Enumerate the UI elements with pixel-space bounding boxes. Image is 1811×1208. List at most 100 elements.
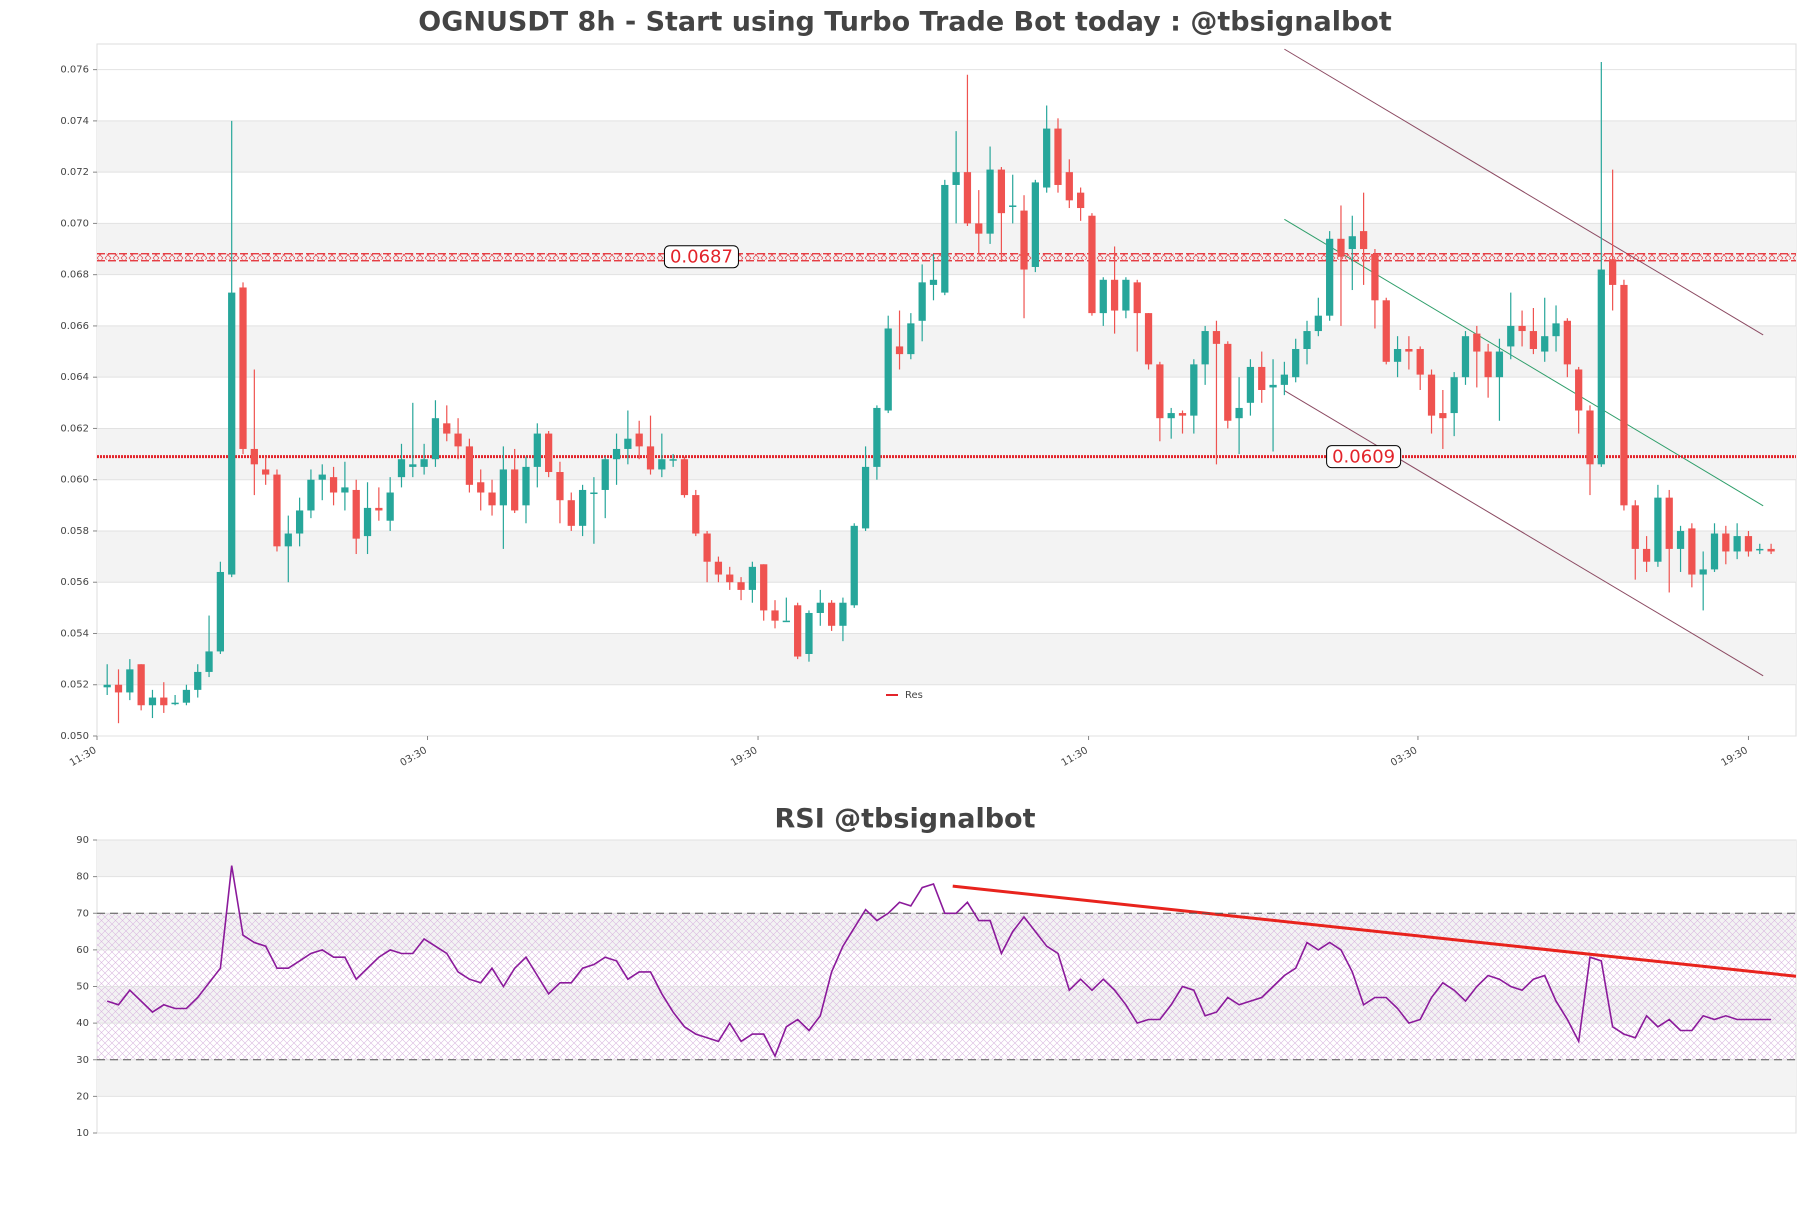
candle-body [1292, 348, 1300, 378]
level-label-box [1326, 445, 1402, 469]
y-tick-label: 10 [76, 1128, 89, 1139]
y-tick-label: 0.060 [60, 475, 89, 486]
candle-body [952, 172, 960, 185]
candle-body [635, 433, 643, 447]
candle-body [1337, 238, 1345, 257]
candle-body [148, 697, 157, 706]
candle-body [284, 533, 292, 547]
candle-body [171, 702, 179, 705]
candle-body [431, 418, 440, 460]
candle-body [386, 492, 394, 521]
legend-label: Res [905, 690, 923, 701]
candle-body [1733, 536, 1741, 552]
candle-body [726, 574, 734, 583]
x-tick-label: 03:30 [1389, 745, 1419, 769]
candle-body [1676, 530, 1685, 549]
candle-body [1359, 231, 1368, 250]
candle-body [1699, 569, 1707, 575]
candle-body [1654, 497, 1662, 562]
candle-body [1416, 348, 1424, 375]
candle-body [748, 566, 756, 590]
candle-body [262, 469, 270, 475]
y-tick-label: 0.074 [60, 116, 89, 127]
candle-body [839, 602, 847, 626]
candle-body [1314, 315, 1322, 332]
candle-body [1235, 407, 1243, 419]
candle-body [375, 507, 383, 511]
candle-body [1393, 348, 1402, 362]
candle-body [1609, 259, 1617, 285]
y-tick-label: 0.070 [60, 218, 89, 229]
x-tick-label: 11:30 [1060, 745, 1090, 769]
candle-body [1258, 366, 1266, 390]
candle-body [895, 346, 904, 355]
candle-body [454, 433, 462, 447]
candle-body [1552, 323, 1560, 337]
candle-body [1461, 336, 1470, 378]
y-tick-label: 20 [76, 1091, 89, 1102]
level-label-box [663, 245, 739, 269]
candle-body [409, 464, 417, 467]
candle-body [1269, 384, 1277, 388]
candle-body [499, 469, 507, 506]
candle-body [1586, 410, 1594, 465]
candle-body [556, 472, 564, 501]
candle-body [850, 525, 858, 606]
candle-body [590, 492, 598, 495]
candle-body [397, 459, 406, 478]
candle-body [1665, 497, 1673, 549]
candle-body [295, 510, 304, 534]
candle-body [1280, 374, 1288, 385]
candle-body [1507, 325, 1515, 347]
candle-body [352, 489, 360, 539]
candle-body [782, 620, 790, 623]
candle-body [1167, 413, 1175, 419]
x-tick-label: 19:30 [729, 745, 759, 769]
candle-body [827, 602, 836, 626]
grid-band [97, 840, 1796, 877]
candle-body [1212, 331, 1221, 344]
candle-body [1563, 320, 1571, 365]
candle-body [794, 605, 802, 657]
candle-body [1473, 333, 1481, 352]
candle-body [1156, 364, 1164, 419]
candle-body [771, 610, 779, 621]
y-tick-label: 0.062 [60, 423, 89, 434]
candle-body [511, 469, 519, 511]
grid-band [97, 1059, 1796, 1097]
rsi-title: RSI @tbsignalbot [774, 804, 1035, 835]
candle-body [692, 495, 700, 534]
candle-body [273, 474, 281, 547]
candle-body [1518, 325, 1526, 332]
candle-body [1620, 284, 1628, 506]
candle-body [737, 582, 745, 590]
candle-body [601, 459, 609, 490]
candle-body [1065, 172, 1073, 201]
candle-body [205, 651, 213, 672]
candle-body [1246, 366, 1255, 403]
candle-body [1110, 279, 1119, 311]
candle-body [1450, 377, 1458, 414]
candle-body [1495, 351, 1504, 378]
candle-body [1043, 128, 1051, 188]
candle-body [1722, 533, 1730, 552]
candle-body [1190, 364, 1198, 416]
level-label: 0.0609 [1332, 447, 1395, 468]
candle-body [1642, 548, 1651, 562]
candle-body [341, 487, 349, 493]
candle-body [1405, 348, 1413, 352]
candle-body [1744, 536, 1753, 552]
candle-body [1529, 331, 1538, 349]
candle-body [861, 466, 870, 529]
candle-body [1688, 528, 1696, 575]
candle-body [975, 223, 983, 234]
candle-body [1303, 331, 1311, 349]
candle-body [963, 172, 972, 224]
candle-body [918, 282, 926, 321]
candle-body [703, 533, 711, 562]
candle-body [986, 169, 994, 234]
candle-body [477, 482, 485, 493]
candle-body [646, 446, 655, 470]
candle-body [1077, 192, 1085, 209]
